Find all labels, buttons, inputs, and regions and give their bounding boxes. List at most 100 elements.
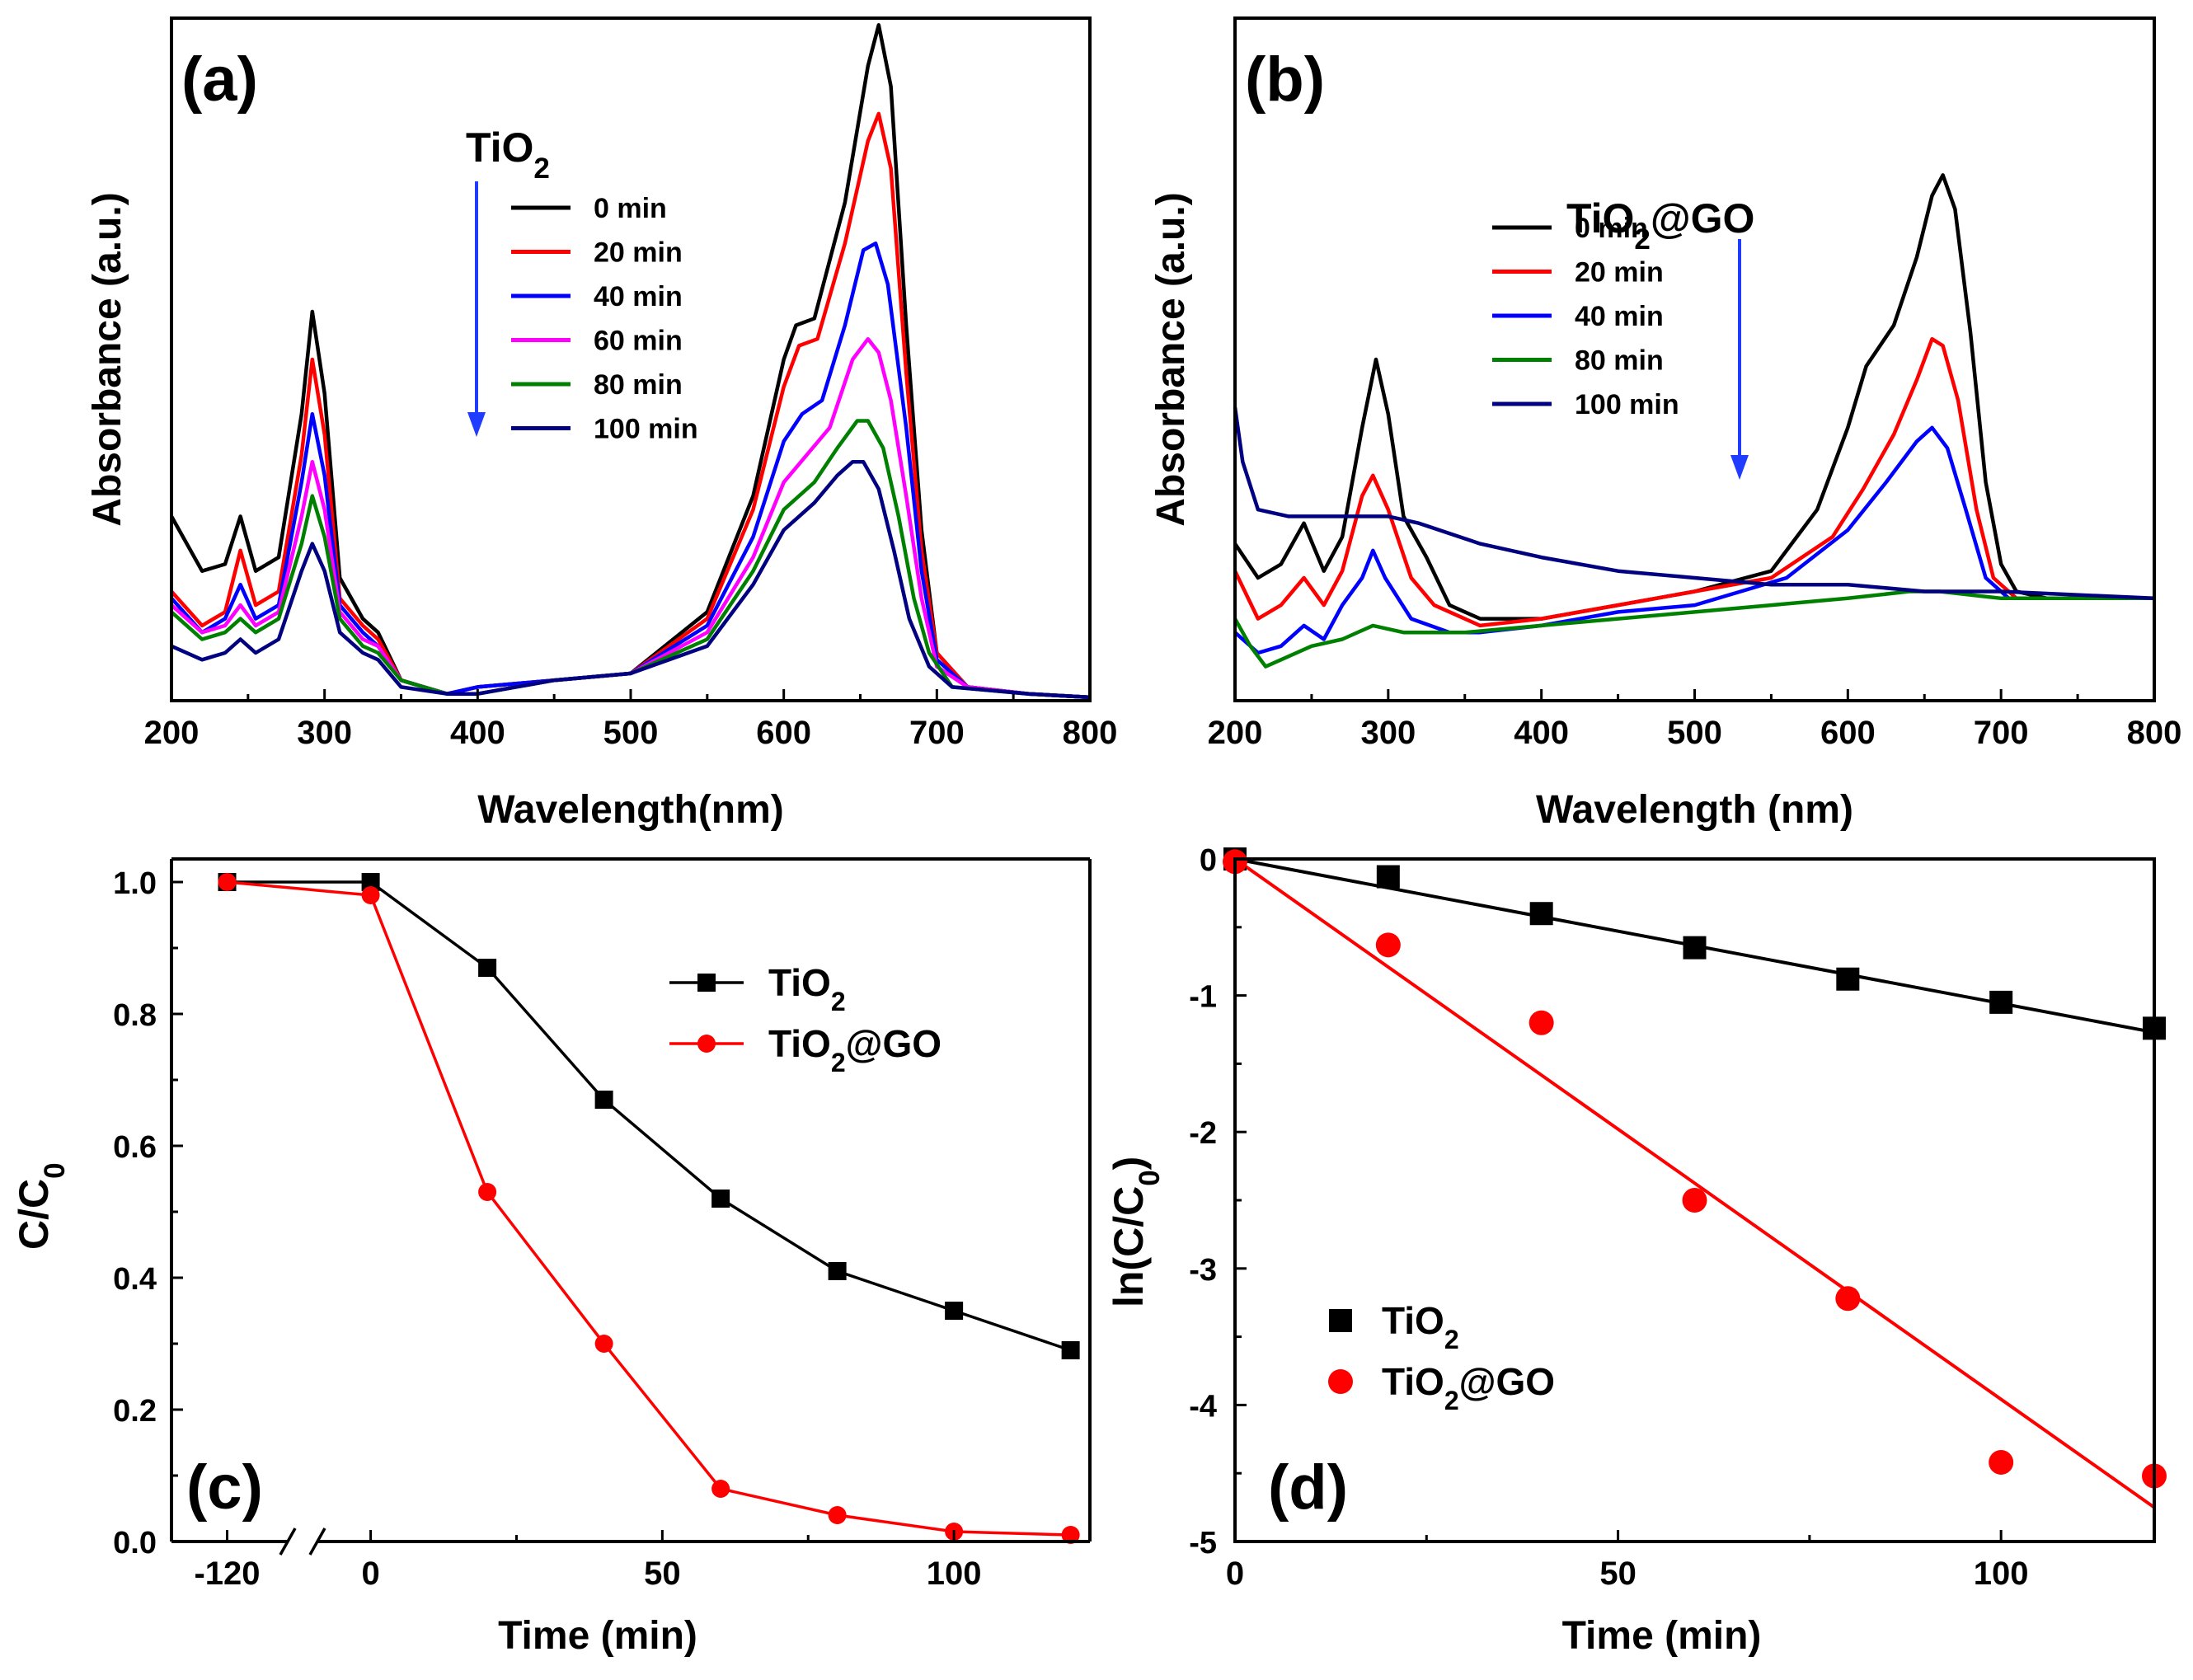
legend-marker (697, 974, 716, 992)
panel-c: 0.0 0.2 0.4 0.6 0.8 1.0 -120 0 50 100 Time (min) C/… (11, 857, 1092, 1658)
y-tick-label: -3 (1189, 1253, 1217, 1288)
legend-label: TiO2 (1382, 1299, 1459, 1354)
x-tick-label: -120 (194, 1556, 260, 1592)
y-tick-label: 0.8 (113, 998, 157, 1033)
panel-d: 0 -1 -2 -3 -4 -5 0 50 100 Time (min) ln(C/C0) (d) Ti… (1106, 843, 2167, 1658)
legend-marker (1329, 1309, 1352, 1332)
fit-line-TiO2@GO (1233, 857, 2156, 1509)
x-tick-label: 200 (1208, 715, 1263, 751)
x-tick-label: 50 (1599, 1556, 1637, 1592)
legend-label: TiO2@GO (1382, 1360, 1555, 1415)
sample-name: TiO2@GO (1566, 195, 1754, 256)
y-tick-label: 1.0 (113, 866, 157, 901)
x-tick-label: 100 (927, 1556, 982, 1592)
data-point (361, 886, 380, 904)
data-point (1061, 1526, 1080, 1544)
x-axis-label: Wavelength (nm) (1536, 788, 1853, 832)
data-point (1989, 990, 2013, 1014)
series-line-TiO2@GO (227, 880, 1071, 1537)
decay-arrow-head (1730, 455, 1749, 480)
data-point (361, 873, 380, 891)
y-tick-label: 0.0 (113, 1526, 157, 1560)
legend-marker (697, 1035, 716, 1053)
spectrum-line-100-min (171, 459, 1091, 700)
data-point (478, 959, 497, 977)
legend-label: 100 min (1575, 389, 1679, 420)
panel-b: 200 300 400 500 600 700 800 Wavelength (nm) Abso… (1149, 16, 2182, 832)
legend-label: 40 min (594, 281, 683, 312)
legend-label: TiO2@GO (768, 1022, 942, 1077)
legend-label: TiO2 (768, 961, 846, 1016)
x-axis-label: Time (min) (1562, 1614, 1762, 1658)
panel-label: (c) (186, 1452, 263, 1523)
data-point (594, 1091, 613, 1109)
plot-frame (170, 16, 1092, 702)
spectrum-line-80-min (1233, 589, 2154, 669)
legend-label: 20 min (1575, 257, 1664, 289)
legend-label: 0 min (1575, 213, 1648, 244)
x-tick-label: 700 (909, 715, 965, 751)
legend-label: 60 min (594, 326, 683, 357)
data-point (1376, 865, 1400, 889)
axis-break-mark (279, 1527, 297, 1556)
x-tick-label: 600 (756, 715, 811, 751)
legend-label: 80 min (594, 369, 683, 401)
data-point (1529, 1010, 1554, 1035)
axis-break-mark (308, 1527, 326, 1556)
x-tick-label: 0 (1226, 1556, 1244, 1592)
data-point (1835, 1286, 1861, 1312)
legend-label: 100 min (594, 414, 698, 445)
spectrum-line-20-min (1233, 336, 2154, 628)
data-point (711, 1480, 730, 1498)
y-tick-label: 0.6 (113, 1130, 157, 1165)
y-tick-label: -2 (1189, 1116, 1217, 1151)
legend-marker (1328, 1369, 1353, 1394)
x-axis-label: Time (min) (498, 1614, 697, 1658)
spectrum-line-0-min (170, 23, 1091, 700)
panel-label: (a) (181, 45, 258, 115)
x-tick-label: 100 (1974, 1556, 2029, 1592)
data-point (1989, 1449, 2014, 1475)
y-tick-label: 0 (1200, 843, 1217, 878)
panel-a: 200 300 400 500 600 700 800 Wavelength(nm) Absor… (86, 16, 1118, 832)
x-tick-label: 300 (297, 715, 352, 751)
data-point (1836, 967, 1860, 991)
x-tick-label: 500 (1667, 715, 1722, 751)
x-tick-label: 600 (1820, 715, 1876, 751)
x-tick-label: 400 (450, 715, 505, 751)
legend-label: 40 min (1575, 301, 1664, 332)
legend-label: 0 min (594, 193, 667, 224)
panel-label: (d) (1268, 1452, 1348, 1523)
x-tick-label: 0 (361, 1556, 379, 1592)
x-tick-label: 400 (1514, 715, 1569, 751)
x-tick-label: 200 (144, 715, 200, 751)
panel-label: (b) (1245, 45, 1325, 115)
sample-name: TiO2 (466, 124, 550, 185)
legend-label: 20 min (594, 237, 683, 269)
y-tick-label: -5 (1189, 1526, 1217, 1560)
y-axis-label: C/C0 (11, 1162, 71, 1250)
y-axis-label: ln(C/C0) (1106, 1157, 1166, 1307)
data-point (828, 1262, 847, 1280)
x-axis-label: Wavelength(nm) (477, 788, 784, 832)
data-point (478, 1183, 497, 1201)
x-tick-label: 800 (1063, 715, 1118, 751)
x-tick-label: 500 (603, 715, 659, 751)
x-tick-label: 800 (2127, 715, 2182, 751)
data-point (1375, 932, 1401, 958)
y-axis-label: Absorbance (a.u.) (86, 192, 129, 526)
data-point (594, 1335, 613, 1353)
data-point (711, 1190, 730, 1208)
data-point (1061, 1341, 1080, 1359)
y-tick-label: -4 (1189, 1389, 1217, 1424)
series-line-TiO2 (227, 880, 1072, 1352)
data-point (1683, 936, 1707, 960)
spectrum-line-40-min (1233, 425, 2154, 655)
data-point (945, 1302, 964, 1320)
decay-arrow-head (467, 412, 486, 437)
legend-label: 80 min (1575, 345, 1664, 377)
y-tick-label: 0.2 (113, 1394, 157, 1429)
spectrum-line-80-min (170, 419, 1091, 700)
spectrum-line-100-min (1233, 406, 2155, 601)
data-point (1529, 902, 1553, 926)
